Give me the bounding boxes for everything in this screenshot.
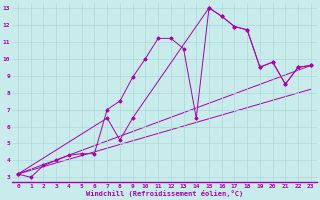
X-axis label: Windchill (Refroidissement éolien,°C): Windchill (Refroidissement éolien,°C) xyxy=(86,190,243,197)
